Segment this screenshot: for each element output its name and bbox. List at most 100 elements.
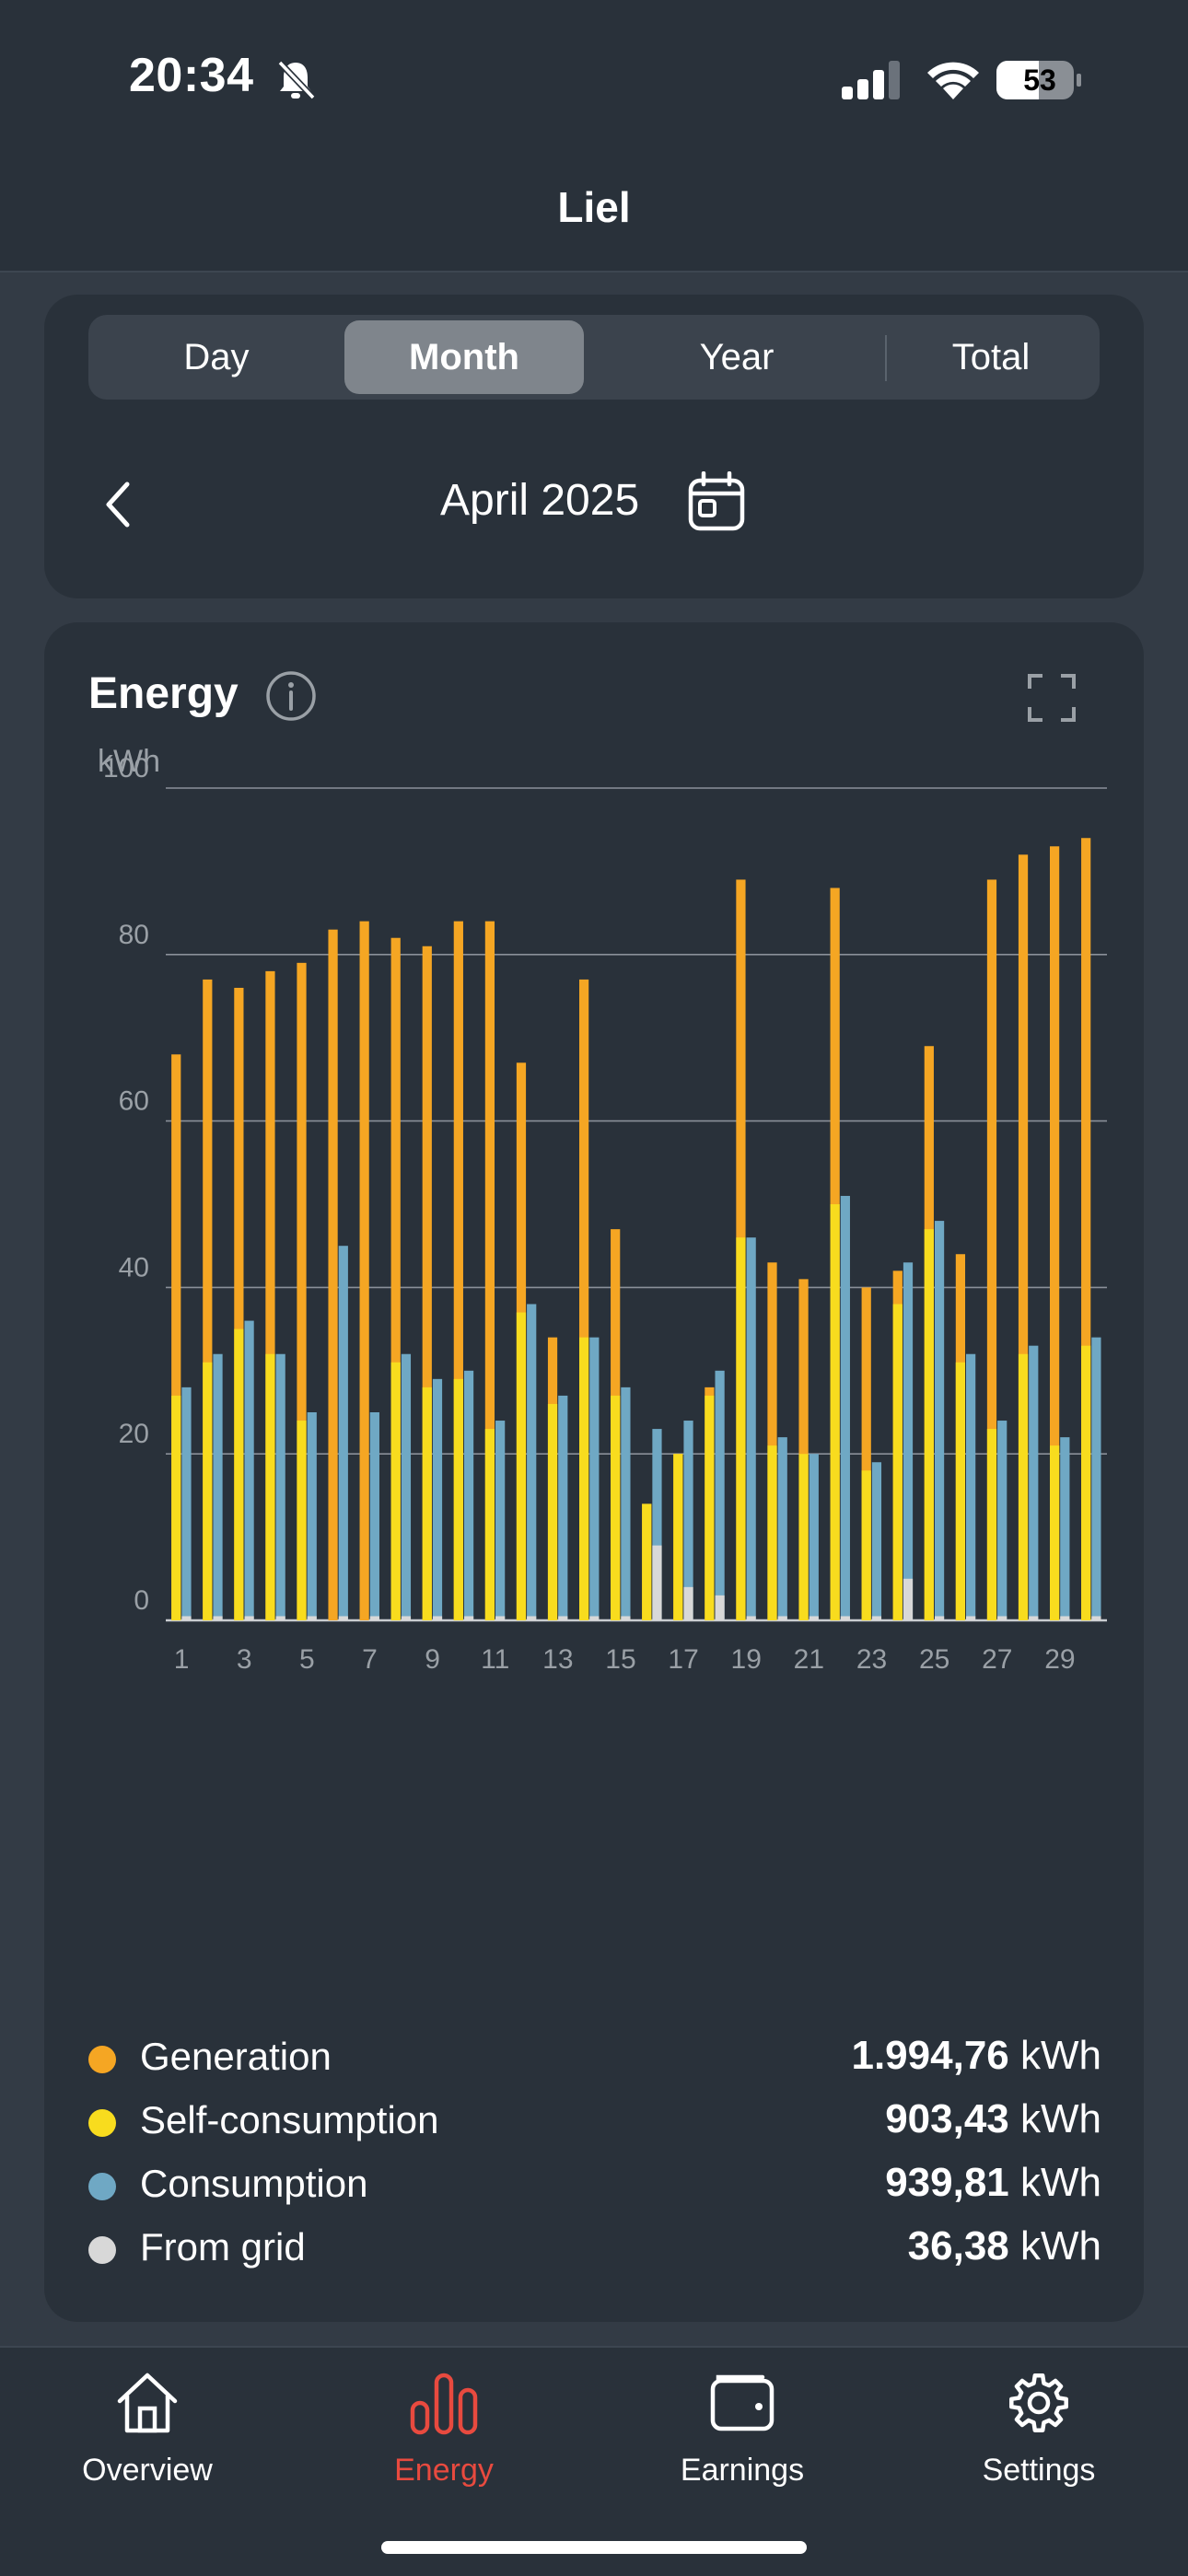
segment-divider [885, 335, 887, 381]
period-segmented-control: Day Month Year Total [88, 315, 1100, 400]
x-tick-label: 29 [1044, 1644, 1075, 1675]
bar-from-grid [809, 1616, 819, 1620]
bar-self-consumption [484, 1429, 495, 1620]
bar-generation [578, 979, 589, 1620]
period-card: Day Month Year Total April 2025 [44, 295, 1144, 598]
bar-generation [203, 979, 213, 1620]
bar-consumption [934, 1221, 945, 1620]
app-header: Liel [0, 157, 1188, 273]
bar-consumption [966, 1353, 976, 1620]
bar-self-consumption [924, 1229, 934, 1620]
bar-consumption [244, 1320, 254, 1620]
y-tick-label: 40 [119, 1252, 149, 1282]
legend-self-consumption: Self-consumption 903,43 kWh [88, 2094, 1101, 2150]
legend-value: 903,43 kWh [885, 2096, 1101, 2141]
legend-generation: Generation 1.994,76 kWh [88, 2031, 1101, 2086]
x-tick-label: 25 [919, 1644, 949, 1675]
bar-consumption [746, 1237, 756, 1620]
x-tick-label: 27 [982, 1644, 1012, 1675]
tab-overview[interactable]: Overview [28, 2366, 267, 2504]
tab-total[interactable]: Total [951, 337, 1031, 377]
x-tick-label: 15 [605, 1644, 635, 1675]
home-icon [117, 2373, 178, 2433]
bar-self-consumption [892, 1304, 903, 1620]
tab-earnings[interactable]: Earnings [623, 2366, 862, 2504]
legend-dot [88, 2173, 116, 2200]
x-tick-label: 9 [425, 1644, 440, 1675]
bar-from-grid [621, 1616, 631, 1620]
bar-consumption [903, 1262, 914, 1620]
bar-generation [234, 987, 244, 1620]
x-tick-label: 17 [668, 1644, 698, 1675]
fullscreen-icon[interactable] [1028, 674, 1076, 722]
bar-self-consumption [1081, 1345, 1091, 1620]
bar-generation [297, 962, 307, 1620]
tab-year[interactable]: Year [699, 337, 775, 377]
tab-day[interactable]: Day [183, 337, 250, 377]
cellular-signal-icon [842, 61, 900, 99]
bar-from-grid [683, 1586, 693, 1620]
legend-dot [88, 2236, 116, 2264]
tab-settings[interactable]: Settings [919, 2366, 1159, 2504]
battery-icon [996, 61, 1081, 99]
bar-self-consumption [203, 1362, 213, 1620]
bar-consumption [558, 1395, 568, 1620]
bar-from-grid [558, 1616, 568, 1620]
bar-self-consumption [1018, 1353, 1029, 1620]
status-time: 20:34 [129, 49, 254, 102]
legend-label: From grid [140, 2225, 306, 2269]
bar-consumption [338, 1246, 348, 1620]
info-icon[interactable] [265, 670, 317, 722]
bar-self-consumption [453, 1378, 463, 1620]
bar-from-grid [652, 1545, 662, 1620]
bar-self-consumption [1049, 1445, 1060, 1620]
x-tick-label: 1 [174, 1644, 190, 1675]
bar-consumption [495, 1421, 506, 1620]
bar-consumption [871, 1462, 882, 1620]
wifi-icon [927, 62, 979, 99]
bar-from-grid [840, 1616, 850, 1620]
tab-month[interactable]: Month [344, 320, 584, 394]
bar-from-grid [401, 1616, 412, 1620]
x-tick-label: 7 [362, 1644, 378, 1675]
calendar-icon[interactable] [687, 471, 746, 532]
bar-generation [1049, 846, 1060, 1620]
legend-label: Consumption [140, 2162, 368, 2205]
tab-label: Overview [82, 2453, 213, 2488]
legend-dot [88, 2109, 116, 2137]
bar-from-grid [746, 1616, 756, 1620]
bar-from-grid [463, 1616, 474, 1620]
bar-generation [861, 1287, 871, 1620]
bar-from-grid [997, 1616, 1007, 1620]
bar-self-consumption [171, 1395, 181, 1620]
bottom-tab-bar: Overview Energy Earnings Settings [0, 2346, 1188, 2576]
legend-from-grid: From grid 36,38 kWh [88, 2222, 1101, 2277]
bar-from-grid [495, 1616, 506, 1620]
bar-self-consumption [578, 1337, 589, 1620]
period-label[interactable]: April 2025 [440, 476, 640, 525]
legend-label: Self-consumption [140, 2098, 439, 2141]
bar-self-consumption [830, 1204, 840, 1620]
bar-generation [484, 921, 495, 1620]
bar-from-grid [1091, 1616, 1101, 1620]
legend-value: 1.994,76 kWh [851, 2033, 1101, 2078]
bar-generation [453, 921, 463, 1620]
bar-self-consumption [516, 1312, 527, 1620]
bar-consumption [715, 1370, 725, 1620]
chevron-left-icon[interactable] [101, 479, 134, 530]
bar-from-grid [181, 1616, 192, 1620]
bar-consumption [777, 1437, 787, 1620]
wallet-icon [710, 2374, 775, 2431]
bar-self-consumption [736, 1237, 746, 1620]
bar-consumption [463, 1370, 474, 1620]
bar-consumption [527, 1304, 537, 1620]
bar-self-consumption [297, 1421, 307, 1620]
tab-energy[interactable]: Energy [324, 2366, 564, 2504]
bar-self-consumption [955, 1362, 966, 1620]
tab-label: Earnings [680, 2453, 805, 2488]
bar-generation [328, 929, 338, 1620]
legend-value: 939,81 kWh [885, 2160, 1101, 2205]
bar-from-grid [432, 1616, 443, 1620]
bar-from-grid [338, 1616, 348, 1620]
bar-consumption [1029, 1345, 1039, 1620]
